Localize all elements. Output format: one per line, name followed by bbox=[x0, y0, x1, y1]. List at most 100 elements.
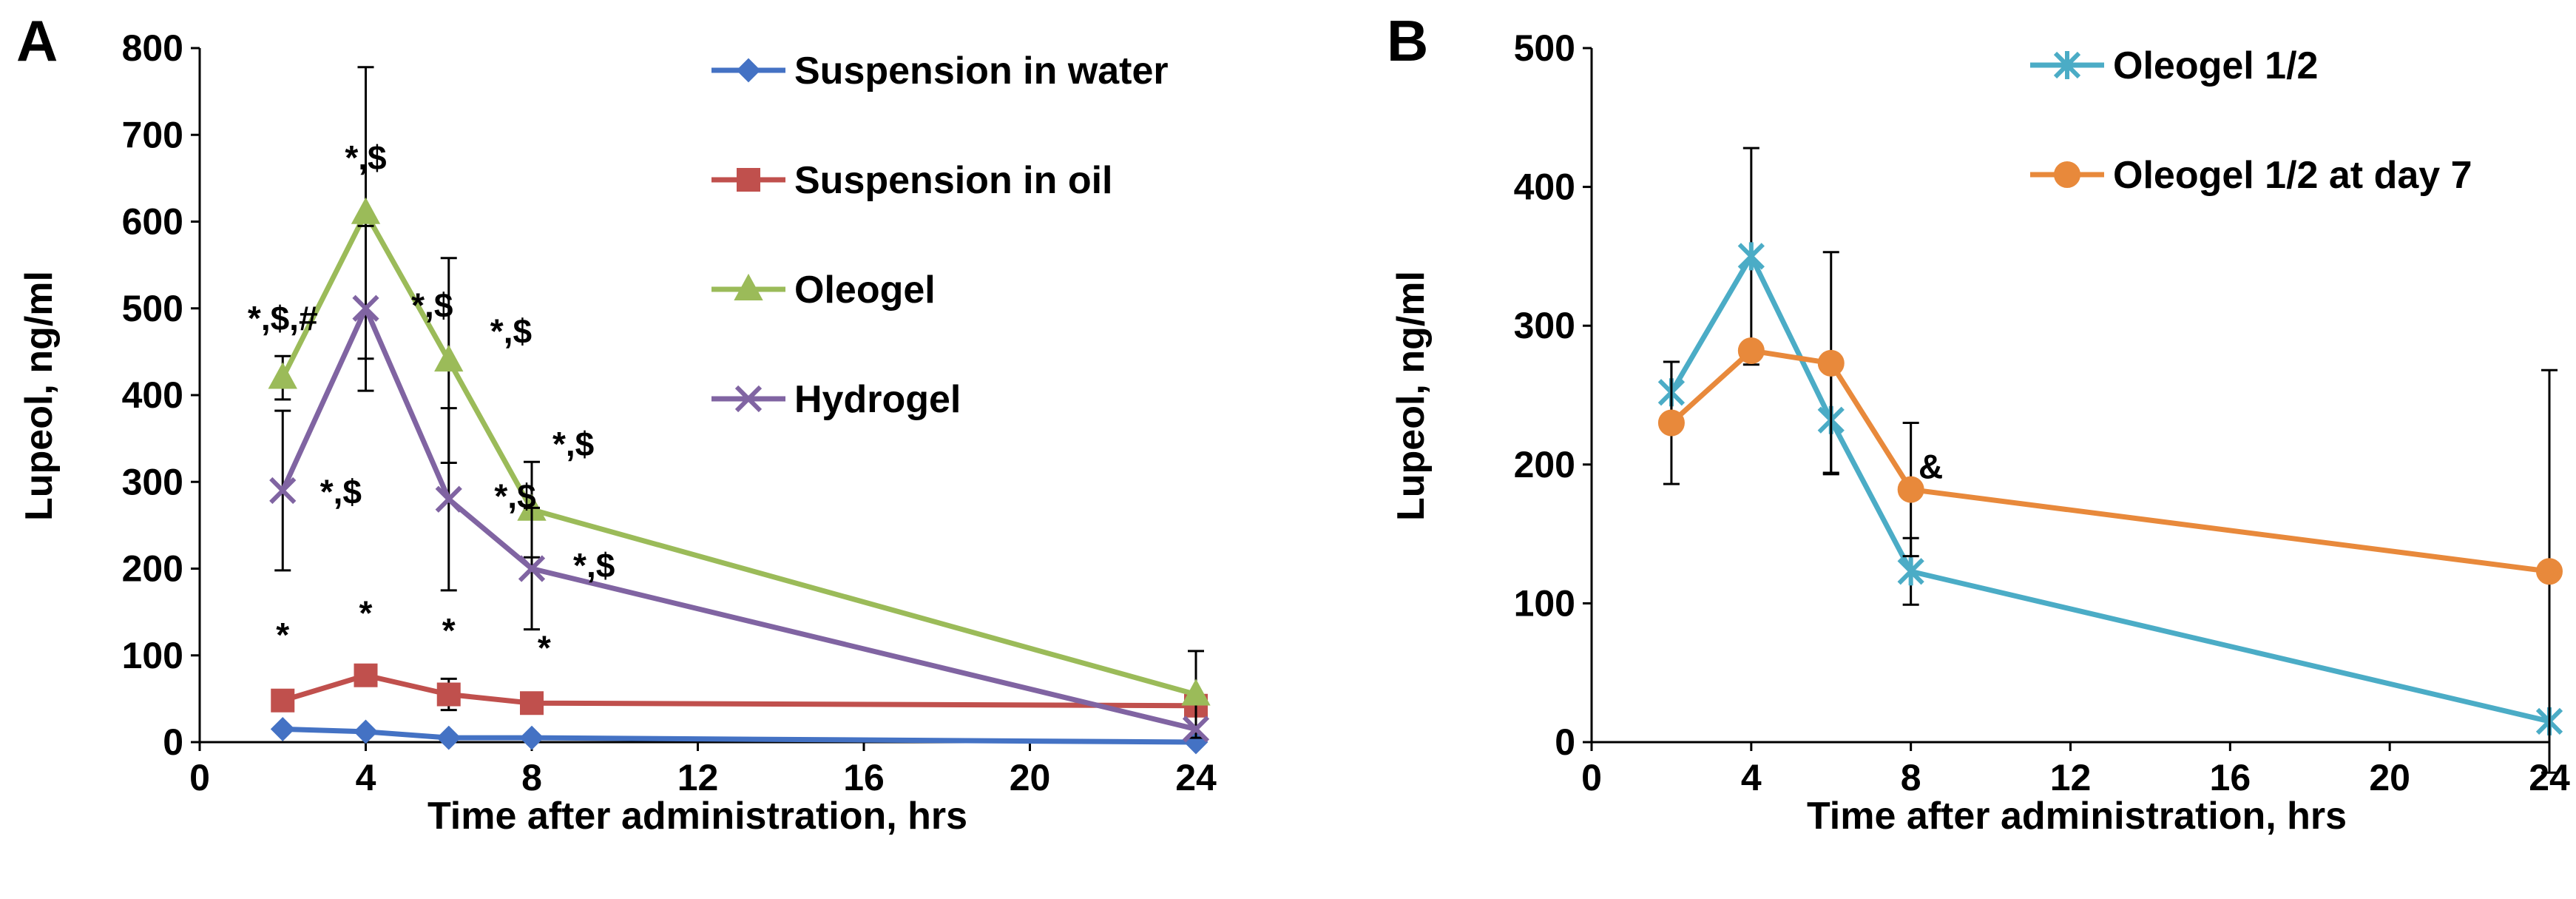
panel-a-point-suspension-in-oil bbox=[271, 688, 295, 713]
panel-b-point-oleogel-1-2-at-day-7 bbox=[2536, 558, 2563, 585]
panel-a-legend-marker bbox=[734, 385, 763, 413]
panel-a-y-tick-label: 0 bbox=[163, 721, 183, 763]
panel-a-series-suspension-in-water bbox=[270, 716, 1208, 755]
panel-a-point-oleogel bbox=[434, 345, 464, 372]
panel-a-y-tick-label: 200 bbox=[122, 548, 183, 590]
panel-a-point-oleogel bbox=[351, 197, 381, 224]
panel-a-legend-marker bbox=[736, 58, 761, 83]
panel-a-point-oleogel bbox=[1181, 679, 1211, 706]
panel-b-x-tick-label: 0 bbox=[1581, 757, 1602, 798]
panel-a-x-tick-label: 24 bbox=[1175, 757, 1217, 798]
panel-a-legend: Suspension in water Suspension in oil Oleo… bbox=[711, 50, 1169, 421]
panel-a-y-tick-label: 100 bbox=[122, 635, 183, 676]
panel-a-significance-annotation: *,$ bbox=[573, 546, 615, 585]
panel-b-y-tick-label: 300 bbox=[1514, 305, 1575, 346]
panel-b-x-axis-title: Time after administration, hrs bbox=[1807, 795, 2347, 838]
panel-b-point-oleogel-1-2 bbox=[1737, 242, 1765, 271]
panel-a-legend-label: Hydrogel bbox=[794, 378, 961, 421]
panel-a-x-tick-label: 16 bbox=[843, 757, 885, 798]
panel-b-chart: B Lupeol, ng/ml Time after administratio… bbox=[1387, 8, 2570, 838]
panel-a-point-suspension-in-oil bbox=[354, 663, 378, 687]
panel-a-legend-item-suspension-in-water: Suspension in water bbox=[711, 50, 1169, 92]
panel-a-legend-item-oleogel: Oleogel bbox=[711, 269, 936, 312]
panel-b-legend-label: Oleogel 1/2 at day 7 bbox=[2113, 154, 2472, 197]
panel-a-y-tick-label: 800 bbox=[122, 27, 183, 69]
panel-a-point-hydrogel bbox=[435, 485, 462, 513]
panel-a-plot-area: 0 100 200 300 400 500 600 700 800 0 4 8 12 16 20 24 *,$,… bbox=[122, 27, 1217, 798]
panel-a-significance-annotation: * bbox=[538, 629, 551, 667]
panel-b-series-oleogel-1-2 bbox=[1657, 147, 2563, 735]
panel-a-series-suspension-in-oil bbox=[271, 663, 1208, 718]
panel-b-point-oleogel-1-2-at-day-7 bbox=[1817, 349, 1845, 377]
panel-a-x-tick-label: 0 bbox=[189, 757, 210, 798]
panel-b-x-tick-label: 12 bbox=[2050, 757, 2092, 798]
panel-a-point-suspension-in-water bbox=[519, 725, 544, 750]
panel-b-legend-marker bbox=[2054, 161, 2080, 188]
panel-b-x-tick-label: 4 bbox=[1741, 757, 1762, 798]
panel-a-significance-annotation: *,$ bbox=[552, 425, 594, 463]
panel-a-series-hydrogel bbox=[269, 224, 1210, 743]
panel-a-significance-annotation: *,$ bbox=[345, 138, 386, 177]
panel-a-x-axis-title: Time after administration, hrs bbox=[427, 795, 967, 838]
panel-b-point-oleogel-1-2-at-day-7 bbox=[1657, 409, 1685, 437]
panel-a-legend-item-suspension-in-oil: Suspension in oil bbox=[711, 159, 1112, 202]
panel-a-x-tick-label: 12 bbox=[677, 757, 719, 798]
panel-a-x-tick-label: 20 bbox=[1010, 757, 1051, 798]
panel-a-line-hydrogel bbox=[280, 306, 1197, 732]
panel-b-series-oleogel-1-2-at-day-7 bbox=[1657, 251, 2563, 774]
panel-b-legend-item-oleogel-1-2: Oleogel 1/2 bbox=[2030, 44, 2318, 87]
panel-a-point-oleogel bbox=[268, 362, 297, 389]
panel-b-significance-annotation: & bbox=[1919, 448, 1943, 486]
panel-a-y-tick-label: 700 bbox=[122, 114, 183, 155]
panel-a-y-tick-label: 600 bbox=[122, 201, 183, 243]
panel-b-x-tick-label: 16 bbox=[2210, 757, 2251, 798]
panel-b-y-tick-label: 500 bbox=[1514, 27, 1575, 69]
panel-b-y-tick-label: 400 bbox=[1514, 166, 1575, 208]
panel-a-line-suspension-in-water bbox=[283, 726, 1197, 745]
panel-a-significance-annotation: *,$ bbox=[411, 286, 453, 324]
panel-a-x-tick-label: 8 bbox=[521, 757, 542, 798]
panel-b-legend-marker bbox=[2053, 51, 2081, 79]
panel-a-legend-item-hydrogel: Hydrogel bbox=[711, 378, 961, 421]
panel-a-x-tick-label: 4 bbox=[356, 757, 376, 798]
panel-a-legend-marker bbox=[737, 168, 760, 192]
panel-a-line-suspension-in-oil bbox=[282, 673, 1197, 709]
panel-a-y-tick-label: 500 bbox=[122, 288, 183, 329]
panel-a-point-suspension-in-water bbox=[270, 716, 295, 741]
panel-a-point-hydrogel bbox=[269, 477, 297, 505]
panel-b-point-oleogel-1-2-at-day-7 bbox=[1897, 476, 1924, 503]
panel-b-line-oleogel-1-2 bbox=[1669, 253, 2550, 724]
panel-a-significance-annotation: *,$ bbox=[494, 477, 535, 515]
panel-b-line-oleogel-1-2-at-day-7 bbox=[1669, 348, 2550, 574]
panel-a-significance-annotation: *,$,# bbox=[248, 299, 318, 337]
panel-b-legend-label: Oleogel 1/2 bbox=[2113, 44, 2318, 87]
panel-b-legend: Oleogel 1/2 Oleogel 1/2 at day 7 bbox=[2030, 44, 2472, 197]
panel-a-significance-annotation: *,$ bbox=[490, 312, 532, 351]
panel-a-significance-annotation: * bbox=[442, 611, 456, 650]
panel-a-chart: A Lupeol, ng/ml Time after administratio… bbox=[16, 8, 1217, 838]
panel-b-y-axis-title: Lupeol, ng/ml bbox=[1390, 271, 1433, 521]
panel-a-significance-annotation: * bbox=[359, 594, 373, 633]
panel-a-point-hydrogel bbox=[1182, 716, 1210, 743]
panel-a-label: A bbox=[16, 8, 58, 73]
panel-b-x-tick-label: 8 bbox=[1901, 757, 1921, 798]
panel-b-y-tick-label: 100 bbox=[1514, 582, 1575, 624]
panel-a-significance-annotation: *,$ bbox=[320, 473, 362, 511]
panel-b-y-tick-label: 200 bbox=[1514, 444, 1575, 485]
panel-b-x-tick-label: 20 bbox=[2369, 757, 2410, 798]
panel-a-line-oleogel bbox=[280, 210, 1197, 697]
panel-a-point-suspension-in-oil bbox=[520, 691, 544, 716]
panel-b-legend-item-oleogel-1-2-at-day-7: Oleogel 1/2 at day 7 bbox=[2030, 154, 2472, 197]
panel-a-point-suspension-in-water bbox=[354, 719, 378, 744]
panel-b-point-oleogel-1-2-at-day-7 bbox=[1737, 337, 1765, 364]
panel-a-point-hydrogel bbox=[518, 555, 546, 582]
panel-a-y-axis-title: Lupeol, ng/ml bbox=[18, 271, 61, 521]
panel-b-point-oleogel-1-2 bbox=[1897, 557, 1924, 586]
panel-a-legend-label: Oleogel bbox=[794, 269, 936, 312]
panel-a-legend-marker bbox=[734, 273, 763, 300]
panel-a-point-hydrogel bbox=[352, 294, 379, 322]
panel-a-legend-label: Suspension in water bbox=[794, 50, 1169, 92]
panel-a-point-suspension-in-water bbox=[436, 725, 462, 750]
panel-a-legend-label: Suspension in oil bbox=[794, 159, 1112, 202]
